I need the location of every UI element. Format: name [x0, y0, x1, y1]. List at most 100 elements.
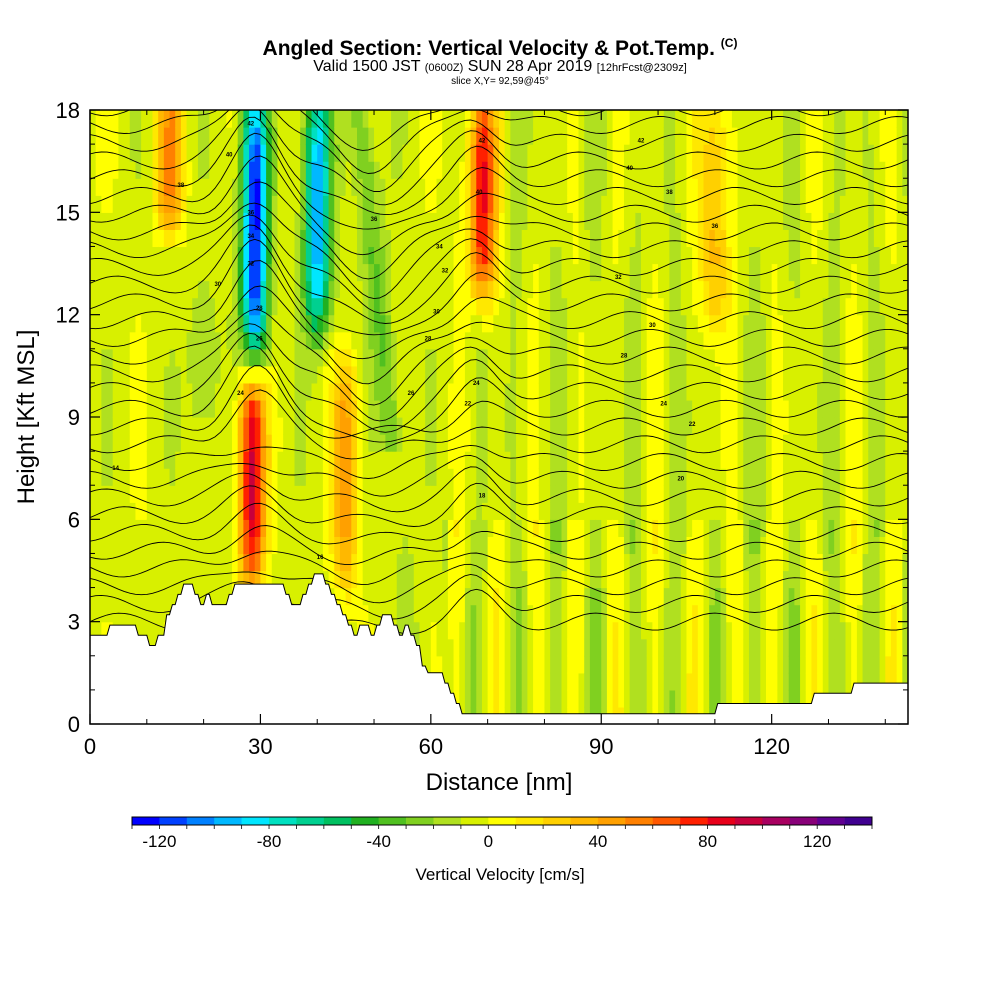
field-cell [601, 110, 608, 128]
field-cell [618, 604, 625, 623]
field-cell [868, 468, 875, 486]
field-cell [209, 314, 216, 333]
field-cell [249, 570, 256, 589]
field-cell [589, 434, 597, 452]
field-cell [800, 638, 807, 657]
field-cell [197, 519, 205, 537]
field-cell [510, 161, 517, 179]
field-cell [118, 382, 125, 401]
field-cell [379, 451, 386, 469]
field-cell [141, 604, 148, 623]
field-cell [141, 110, 148, 128]
field-cell [385, 263, 392, 282]
field-cell [146, 536, 154, 555]
field-cell [675, 144, 682, 162]
field-cell [794, 246, 801, 265]
field-cell [760, 399, 767, 418]
field-cell [584, 263, 591, 282]
field-cell [703, 604, 710, 623]
field-cell [356, 212, 364, 230]
field-cell [362, 604, 369, 623]
field-cell [124, 502, 131, 520]
field-cell [822, 263, 830, 282]
field-cell [436, 502, 443, 520]
field-cell [271, 519, 279, 537]
field-cell [504, 331, 511, 350]
field-cell [521, 468, 528, 486]
field-cell [90, 399, 97, 418]
field-cell [322, 399, 330, 418]
field-cell [788, 263, 795, 282]
field-cell [402, 434, 409, 452]
field-cell [862, 331, 869, 350]
field-cell [618, 451, 625, 469]
field-cell [589, 110, 597, 128]
field-cell [379, 127, 386, 145]
field-cell [368, 331, 375, 350]
field-cell [521, 519, 528, 537]
field-cell [550, 246, 557, 265]
field-cell [703, 655, 710, 674]
field-cell [641, 434, 648, 452]
field-cell [743, 587, 750, 606]
field-cell [163, 519, 171, 537]
field-cell [408, 127, 415, 145]
field-cell [868, 621, 875, 640]
field-cell [476, 110, 483, 128]
field-cell [868, 485, 875, 503]
field-cell [334, 280, 341, 299]
field-cell [169, 451, 176, 469]
field-cell [561, 417, 568, 435]
field-cell [476, 451, 483, 469]
field-cell [692, 689, 699, 708]
field-cell [533, 246, 540, 265]
field-cell [249, 331, 256, 350]
field-cell [175, 110, 182, 128]
field-cell [800, 451, 807, 469]
field-cell [589, 519, 597, 537]
field-cell [658, 655, 665, 674]
field-cell [567, 485, 574, 503]
field-cell [743, 655, 750, 674]
field-cell [436, 621, 443, 640]
field-cell [453, 314, 460, 333]
field-cell [800, 382, 807, 401]
field-cell [374, 485, 381, 503]
field-cell [743, 621, 750, 640]
field-cell [436, 451, 443, 469]
field-cell [425, 314, 432, 333]
field-cell [425, 263, 432, 282]
field-cell [232, 246, 239, 265]
field-cell [527, 127, 534, 145]
field-cell [726, 451, 733, 469]
field-cell [112, 348, 119, 367]
field-cell [152, 212, 159, 230]
field-cell [538, 399, 546, 418]
field-cell [675, 280, 682, 299]
field-cell [493, 297, 500, 316]
field-cell [601, 212, 608, 230]
field-cell [283, 110, 290, 128]
field-cell [765, 178, 773, 196]
field-cell [709, 502, 716, 520]
field-cell [254, 246, 262, 265]
field-cell [214, 570, 222, 589]
field-cell [277, 348, 284, 367]
field-cell [845, 331, 852, 350]
field-cell [510, 212, 517, 230]
field-cell [385, 434, 392, 452]
field-cell [402, 451, 409, 469]
field-cell [652, 127, 659, 145]
field-cell [419, 348, 426, 367]
field-cell [243, 417, 250, 435]
field-cell [646, 229, 653, 248]
field-cell [765, 502, 773, 520]
chart-title: Angled Section: Vertical Velocity & Pot.… [0, 36, 1000, 61]
field-cell [538, 689, 546, 708]
field-cell [510, 417, 517, 435]
field-cell [828, 451, 835, 469]
field-cell [453, 604, 460, 623]
field-cell [163, 331, 171, 350]
field-cell [663, 314, 671, 333]
field-cell [243, 570, 250, 589]
